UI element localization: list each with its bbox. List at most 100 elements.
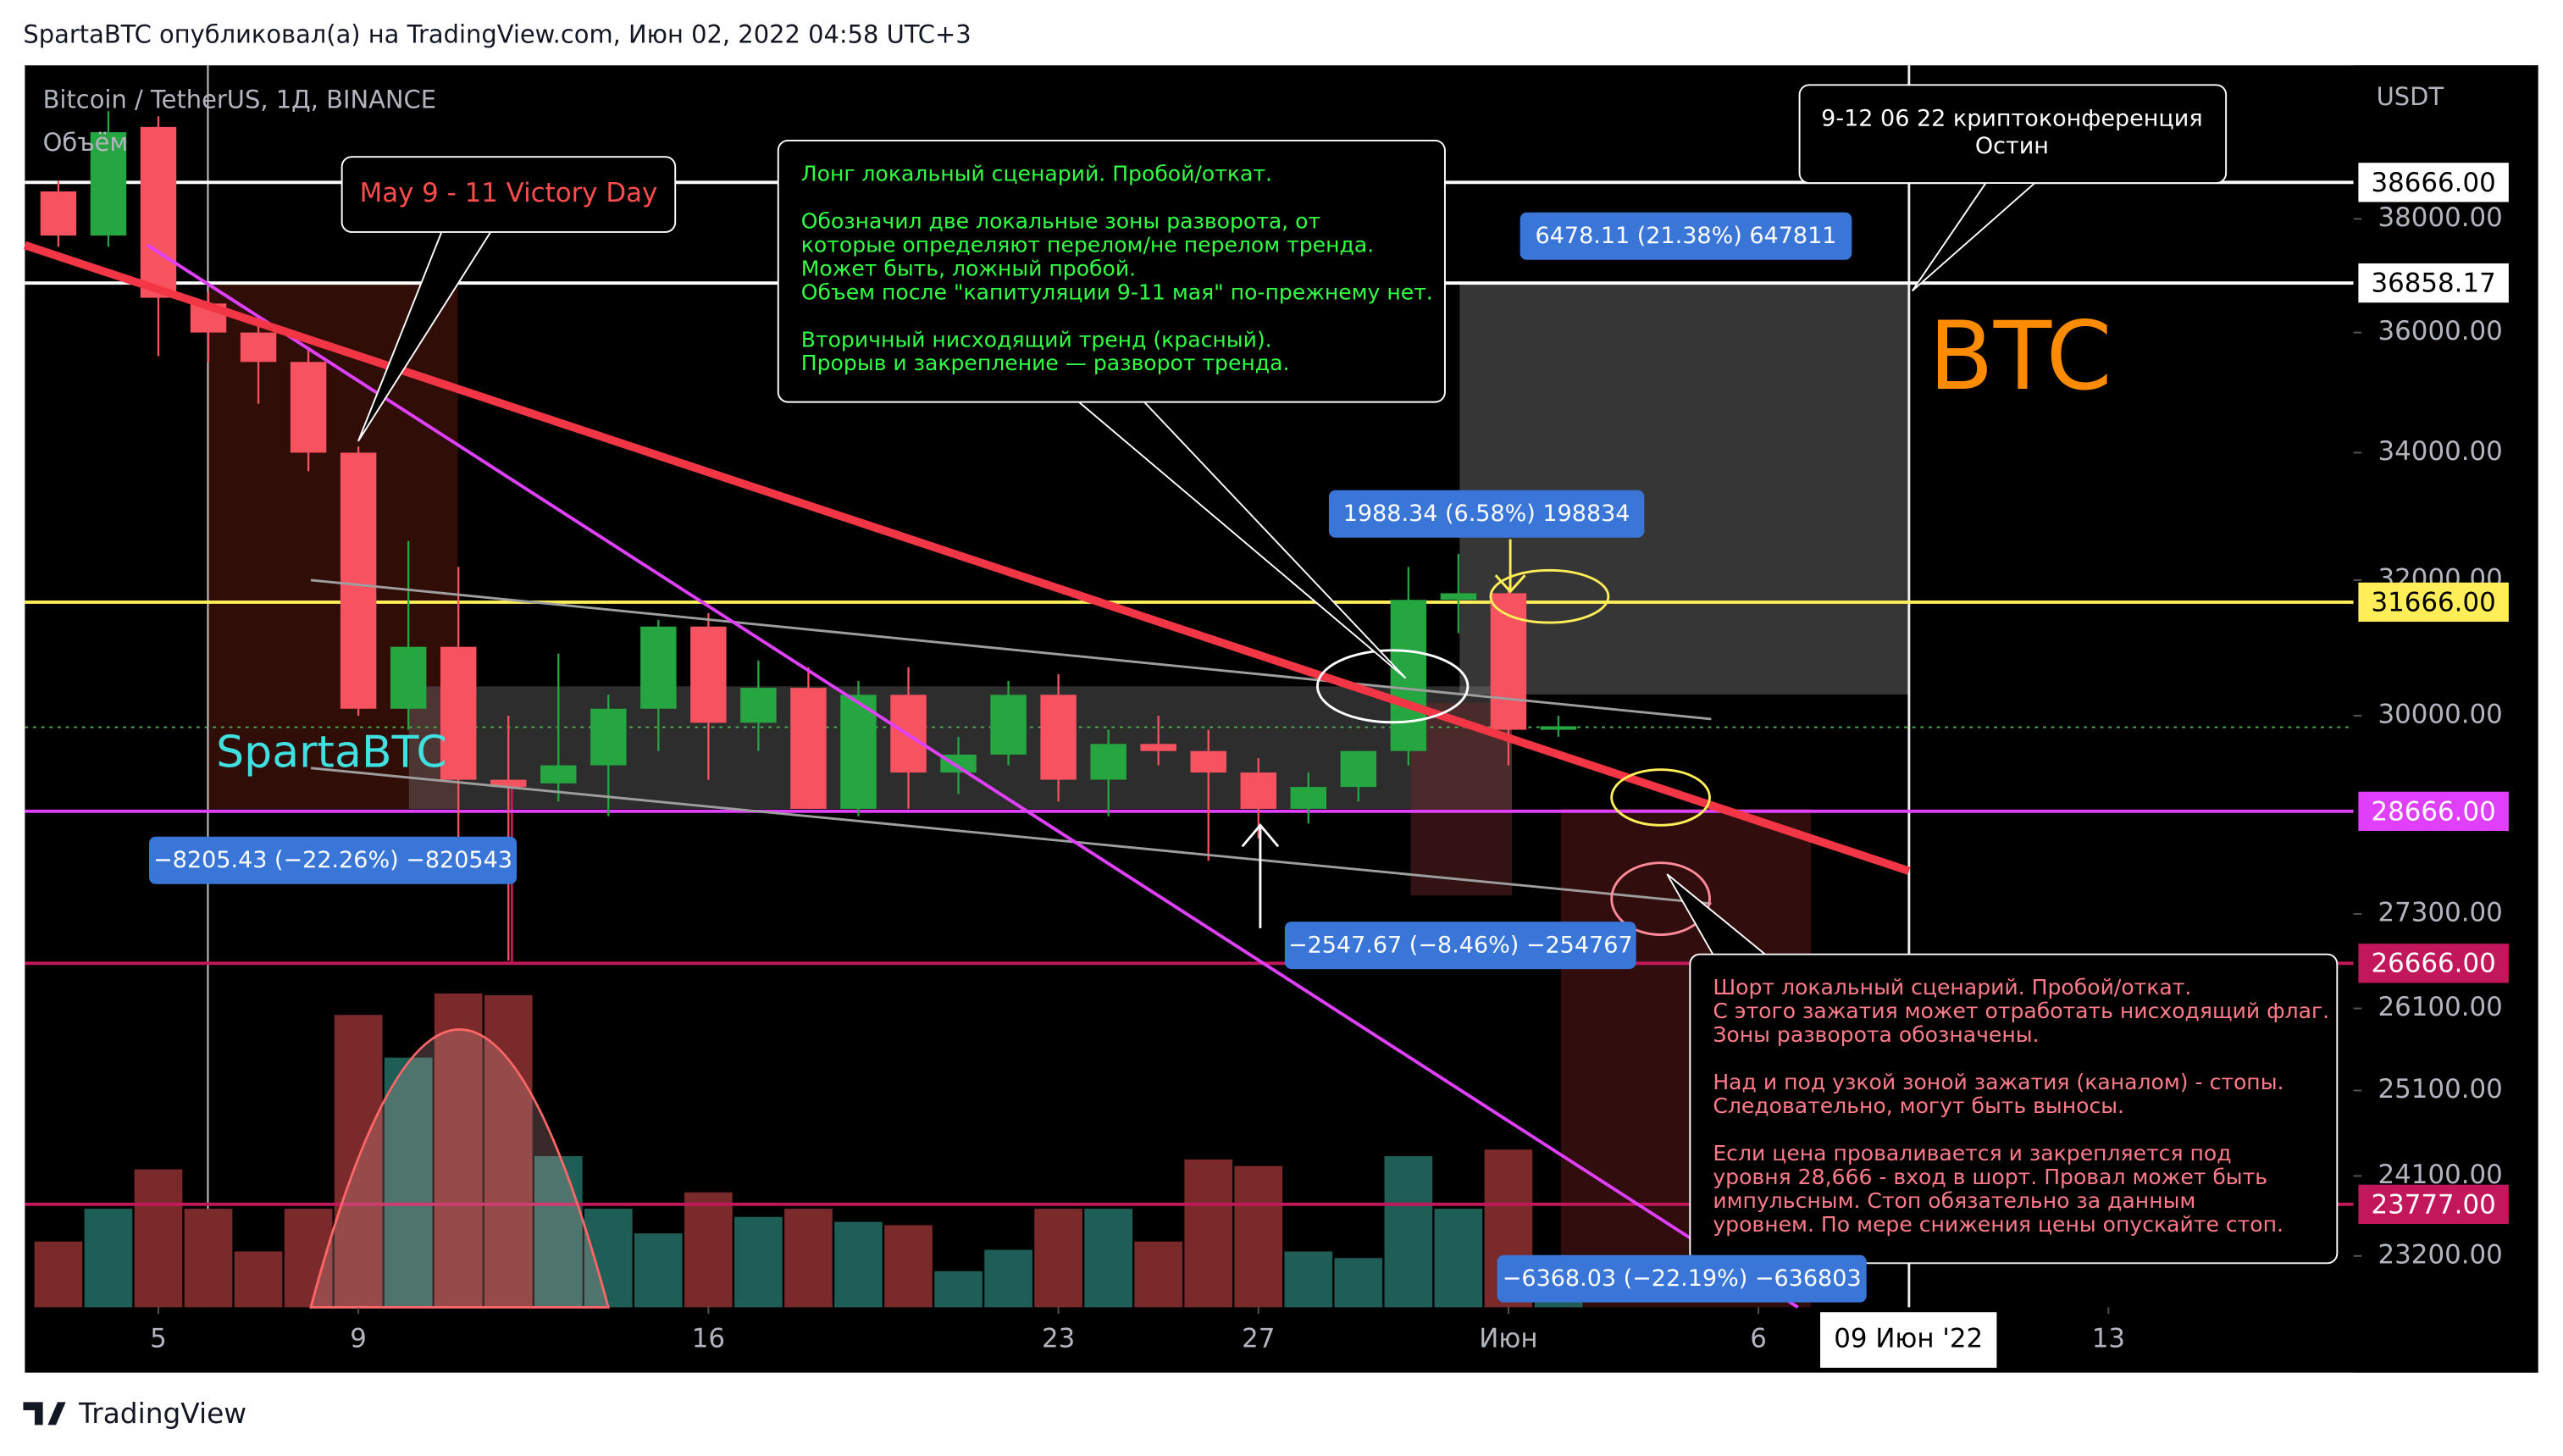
- price-label: 36858.17: [2372, 269, 2496, 299]
- volume-label: Объём: [43, 128, 129, 157]
- note-line: Лонг локальный сценарий. Пробой/откат.: [801, 161, 1272, 185]
- footer-logo: TradingView: [23, 1398, 246, 1430]
- candle-body: [1490, 593, 1527, 730]
- author-label: SpartaBTC: [216, 727, 447, 778]
- note-line: Вторичный нисходящий тренд (красный).: [801, 327, 1272, 352]
- candle-body: [690, 626, 727, 723]
- volume-bar: [384, 1057, 433, 1308]
- volume-bar: [84, 1209, 133, 1308]
- volume-bar: [1334, 1258, 1383, 1308]
- y-tick-label: 27300.00: [2378, 898, 2503, 928]
- volume-bar: [634, 1233, 683, 1308]
- y-tick-label: 36000.00: [2378, 316, 2503, 346]
- note-line: уровнем. По мере снижения цены опускайте…: [1713, 1212, 2283, 1237]
- currency: USDT: [2377, 82, 2444, 111]
- zone: [208, 282, 458, 809]
- callout-text: May 9 - 11 Victory Day: [360, 178, 658, 208]
- callout-pointer: [1078, 401, 1407, 679]
- note-line: С этого зажатия может отработать нисходя…: [1713, 999, 2329, 1023]
- volume-bar: [684, 1192, 733, 1308]
- price-label-bg: [2358, 944, 2509, 983]
- volume-bar: [1034, 1209, 1082, 1308]
- volume-bar: [1434, 1209, 1483, 1308]
- volume-bar: [734, 1216, 783, 1308]
- candle-body: [540, 765, 577, 783]
- price-label: 23777.00: [2372, 1189, 2496, 1220]
- volume-bar: [234, 1251, 283, 1308]
- y-tick-label: 38000.00: [2378, 202, 2503, 233]
- note-line: Зоны разворота обозначены.: [1713, 1022, 2039, 1047]
- price-label: 28666.00: [2372, 796, 2496, 827]
- circle-mark: [1489, 568, 1610, 624]
- logo: [23, 1402, 66, 1426]
- drawings: May 9 - 11 Victory Day BTC SpartaBTC 9-1…: [23, 84, 2339, 1309]
- candle-body: [640, 626, 677, 709]
- candle-body: [590, 708, 627, 766]
- volume-bar: [1384, 1156, 1433, 1308]
- volume-bar: [434, 994, 483, 1308]
- trend-line: [147, 243, 1799, 1309]
- arrow: [1494, 539, 1526, 594]
- measure-label: 6478.11 (21.38%) 647811: [1536, 223, 1837, 249]
- volume-bar: [1284, 1251, 1333, 1308]
- candle-body: [1340, 750, 1377, 788]
- candle-body: [240, 332, 277, 363]
- header-title: SpartaBTC опубликовал(а) на TradingView.…: [23, 19, 971, 48]
- zone: [1459, 282, 1909, 695]
- candle-body: [1290, 787, 1327, 809]
- note-line: Объем после "капитуляции 9-11 мая" по-пр…: [801, 280, 1433, 304]
- callout-box: [340, 156, 677, 233]
- candle-body: [990, 695, 1027, 755]
- note-line: Над и под узкой зоной зажатия (каналом) …: [1713, 1070, 2283, 1094]
- y-tick-label: 23200.00: [2378, 1239, 2503, 1270]
- volume-curve: [309, 1028, 611, 1309]
- volume-bar: [184, 1209, 233, 1308]
- x-tick-label: 27: [1242, 1324, 1275, 1354]
- note-line: уровня 28,666 - вход в шорт. Провал може…: [1713, 1165, 2267, 1189]
- note-line: Обозначил две локальные зоны разворота, …: [801, 208, 1320, 233]
- price-label-bg: [2358, 263, 2509, 303]
- callout-text: 9-12 06 22 криптоконференция: [1821, 105, 2202, 131]
- candle-body: [1540, 726, 1577, 730]
- volume-bar: [1184, 1159, 1233, 1308]
- candle-body: [440, 646, 477, 780]
- y-tick-label: 26100.00: [2378, 992, 2503, 1022]
- note-line: которые определяют перелом/не перелом тр…: [801, 232, 1374, 257]
- x-tick-label: 23: [1042, 1324, 1075, 1354]
- volume-bar: [34, 1241, 83, 1308]
- measure-box: [1284, 922, 1636, 970]
- note-box: [777, 139, 1446, 403]
- x-marker-bg: [1820, 1312, 1997, 1368]
- measure-box: [1497, 1254, 1867, 1303]
- volume-bar: [1134, 1241, 1183, 1308]
- circle-mark: [1315, 649, 1470, 724]
- volume-bar: [1534, 1298, 1583, 1308]
- volume-bar: [584, 1209, 633, 1308]
- price-label-bg: [2358, 791, 2509, 832]
- price-label: 31666.00: [2372, 587, 2496, 617]
- note-line: Может быть, ложный пробой.: [801, 256, 1136, 280]
- volume-bar: [1234, 1165, 1283, 1308]
- volume-bar: [1084, 1209, 1132, 1308]
- circle-mark: [1610, 861, 1711, 937]
- callout-box: [1798, 84, 2228, 185]
- measure-label: 1988.34 (6.58%) 198834: [1343, 501, 1630, 527]
- candle-body: [1140, 744, 1176, 751]
- note-line: Прорыв и закрепление — разворот тренда.: [801, 351, 1290, 375]
- callout-pointer: [1911, 182, 2036, 292]
- candle-body: [1440, 593, 1477, 601]
- x-tick-label: 9: [350, 1324, 367, 1354]
- candle-body: [1090, 744, 1127, 780]
- callout-pointer: [357, 231, 492, 442]
- callout-pointer: [1666, 873, 1766, 955]
- x-marker-label: 09 Июн '22: [1834, 1324, 1983, 1354]
- price-label-bg: [2358, 1184, 2509, 1225]
- candle-body: [1040, 695, 1077, 780]
- candle-body: [1240, 772, 1276, 809]
- measure-box: [1328, 490, 1645, 538]
- price-label-bg: [2358, 582, 2509, 623]
- x-tick-label: 13: [2092, 1324, 2125, 1354]
- candle-body: [790, 688, 827, 809]
